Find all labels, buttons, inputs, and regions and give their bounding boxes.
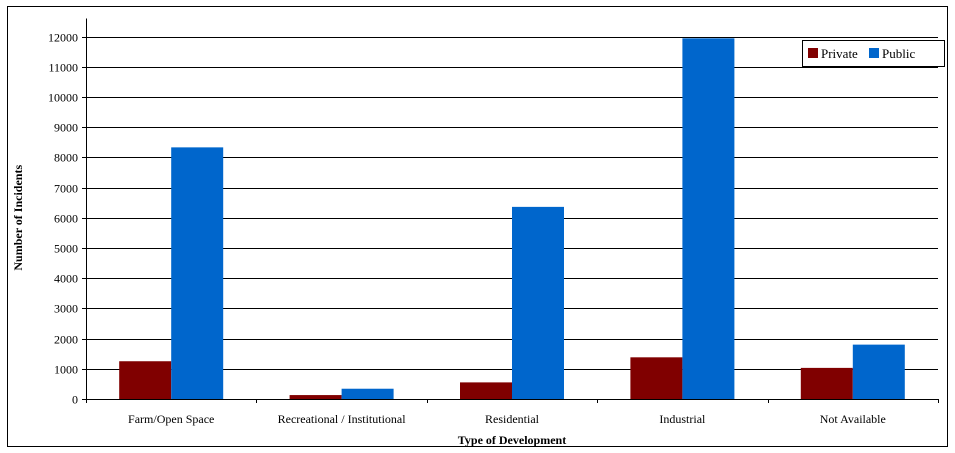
x-axis-title: Type of Development (458, 433, 566, 447)
legend-label-private: Private (821, 46, 858, 61)
legend-label-public: Public (882, 46, 915, 61)
bars (119, 38, 905, 399)
y-tick-label: 9000 (54, 121, 78, 135)
bar-public-2 (512, 206, 564, 399)
x-tick-label: Recreational / Institutional (278, 412, 407, 426)
bar-private-4 (800, 367, 853, 399)
bar-public-3 (682, 38, 735, 399)
legend-swatch-private (808, 48, 818, 58)
y-tick-label: 0 (72, 393, 78, 407)
bar-public-0 (171, 147, 224, 399)
bar-public-4 (852, 344, 905, 399)
y-tick-label: 12000 (48, 31, 78, 45)
bar-public-1 (341, 388, 394, 399)
y-tick-label: 11000 (48, 61, 78, 75)
y-tick-labels: 0 1000 2000 3000 4000 5000 6000 7000 8000 9000 100… (48, 31, 78, 407)
y-tick-label: 6000 (54, 212, 78, 226)
x-tick-label: Industrial (659, 412, 706, 426)
x-tick-label: Residential (485, 412, 540, 426)
x-tick-label: Not Available (820, 412, 886, 426)
y-tick-label: 7000 (54, 182, 78, 196)
bar-private-3 (630, 357, 683, 399)
legend: Private Public (802, 40, 945, 67)
y-tick-label: 2000 (54, 333, 78, 347)
bar-private-0 (119, 361, 172, 399)
y-tick-label: 3000 (54, 302, 78, 316)
y-tick-label: 8000 (54, 151, 78, 165)
bar-private-2 (460, 382, 512, 399)
y-tick-label: 1000 (54, 363, 78, 377)
y-tick-label: 5000 (54, 242, 78, 256)
x-tick-labels: Farm/Open Space Recreational / Institutio… (128, 412, 886, 426)
y-tick-label: 4000 (54, 272, 78, 286)
y-tick-label: 10000 (48, 91, 78, 105)
bar-private-1 (289, 395, 342, 399)
legend-swatch-public (869, 48, 879, 58)
x-tick-label: Farm/Open Space (128, 412, 214, 426)
y-axis-title: Number of Incidents (11, 165, 25, 271)
